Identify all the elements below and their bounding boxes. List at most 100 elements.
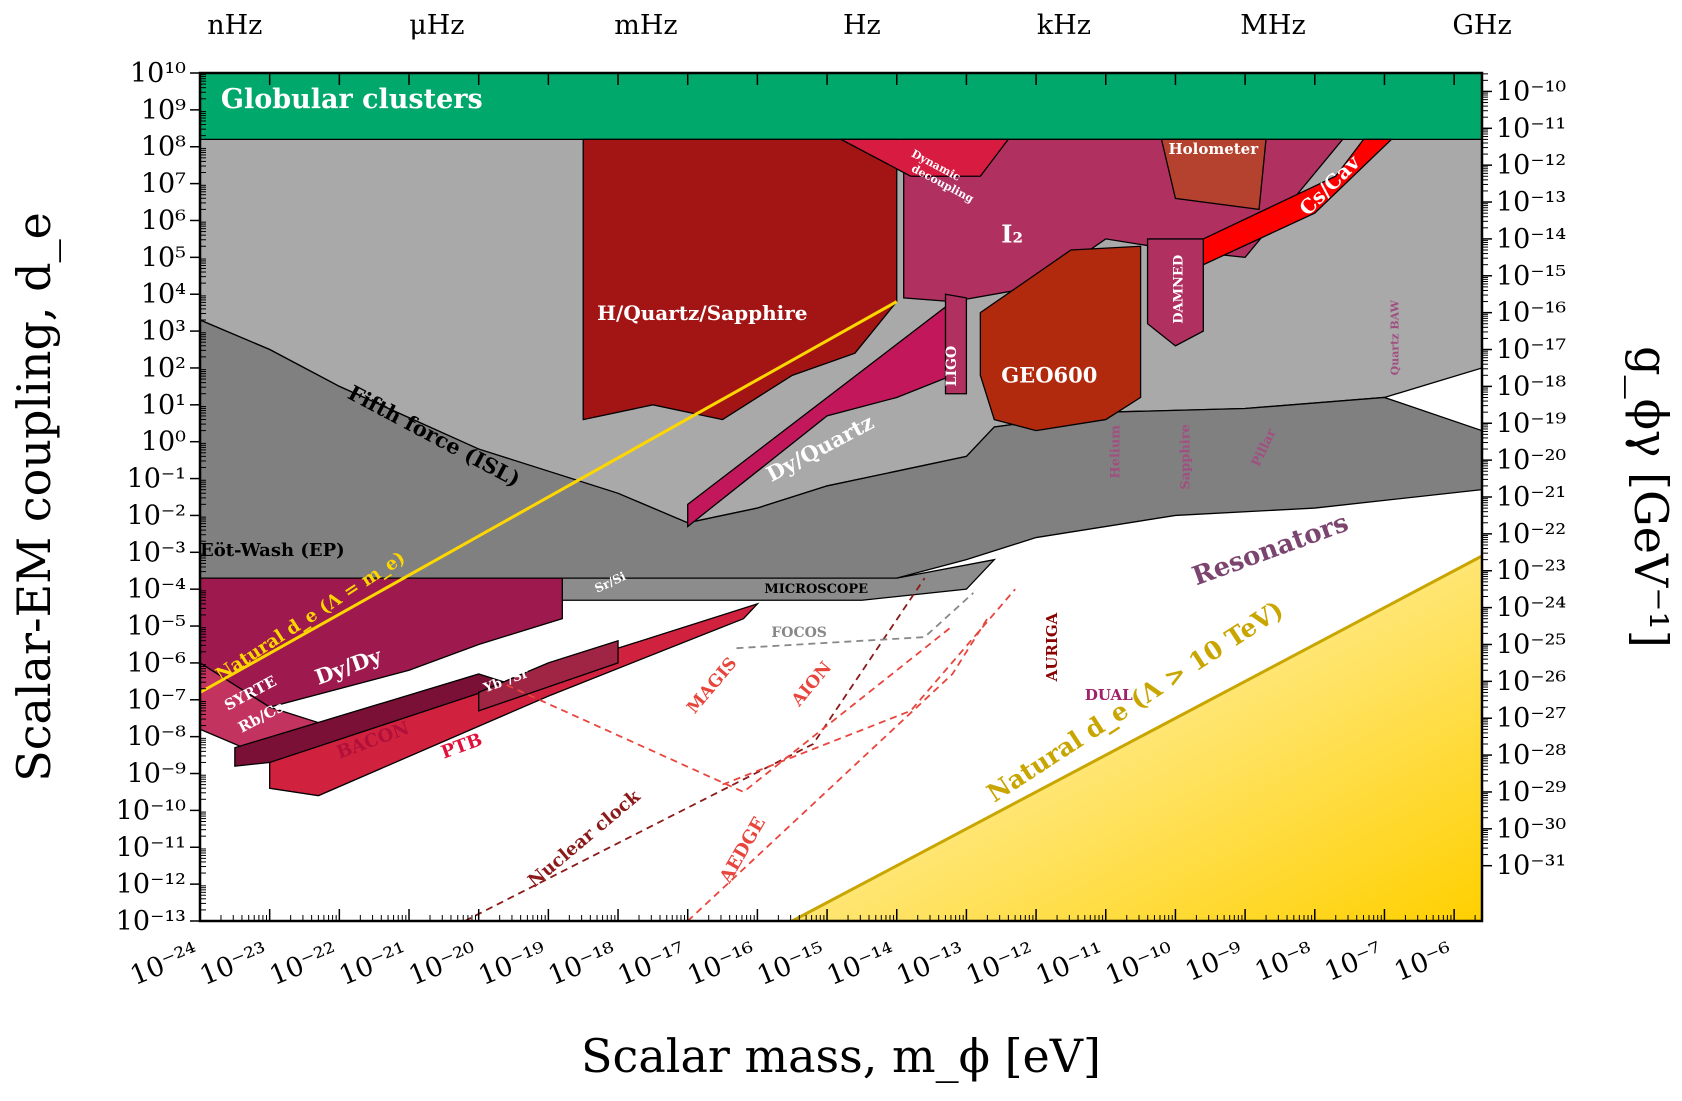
y2-tick-label: 10⁻¹² [1496,150,1566,181]
freq-label-hz: Hz [843,10,881,41]
x-tick-label: 10⁻¹² [962,937,1039,992]
y-tick-label: 10⁴ [141,279,186,310]
x-tick-label: 10⁻¹⁷ [614,937,691,992]
label-i: I₂ [1001,220,1023,249]
x-tick-label: 10⁻¹⁴ [823,937,900,992]
x-tick-label: 10⁻¹³ [892,937,969,992]
y2-tick-label: 10⁻²⁶ [1496,666,1566,697]
label-damned: DAMNED [1171,255,1186,324]
lines-layer [200,300,1482,921]
label-dual: DUAL [1085,686,1133,704]
y-tick-label: 10⁷ [141,169,186,200]
freq-label-ghz: GHz [1452,10,1511,41]
x-tick-label: 10⁻⁸ [1251,937,1318,988]
y2-tick-label: 10⁻²² [1496,519,1566,550]
y-tick-label: 10⁻³ [127,537,186,568]
y2-tick-label: 10⁻²⁸ [1496,740,1566,771]
x-tick-label: 10⁻⁷ [1320,937,1387,988]
y-tick-label: 10¹⁰ [130,58,186,89]
label-sapphire: Sapphire [1178,424,1193,490]
x-tick-label: 10⁻²⁴ [126,937,203,992]
label-h-quartz-sapphire: H/Quartz/Sapphire [597,301,807,325]
y-tick-label: 10⁻⁶ [127,648,187,679]
line-aedge [687,618,989,921]
y-tick-label: 10⁰ [141,427,186,458]
region-damned [1146,238,1204,347]
label-e-t-wash-ep: Eöt-Wash (EP) [200,540,345,561]
y-tick-label: 10² [141,353,186,384]
region-holometer [1160,138,1267,211]
y2-tick-label: 10⁻²⁴ [1496,593,1566,624]
y2-tick-label: 10⁻¹⁵ [1496,261,1566,292]
x-tick-label: 10⁻¹⁰ [1101,937,1178,992]
y-tick-label: 10⁻¹² [116,869,186,900]
region-ligo [944,293,968,395]
y-tick-label: 10⁻¹¹ [116,832,186,863]
freq-label-mhz: MHz [1240,10,1305,41]
y-tick-label: 10⁻⁸ [127,722,187,753]
label-helium: Helium [1109,425,1124,479]
x-tick-label: 10⁻¹⁸ [544,937,621,992]
y-tick-label: 10⁹ [141,95,186,126]
y2-tick-label: 10⁻³¹ [1496,851,1566,882]
y2-axis-title: g_ϕγ [GeV⁻¹] [1624,346,1678,648]
region-h-quartz-sapphire [582,138,898,421]
y-tick-label: 10¹ [141,390,186,421]
y-tick-label: 10⁻⁵ [127,611,186,642]
x-tick-label: 10⁻⁶ [1390,937,1457,988]
y2-tick-label: 10⁻²¹ [1496,482,1566,513]
label-microscope: MICROSCOPE [764,582,868,597]
line-focos [736,592,974,650]
regions-layer [200,73,1482,921]
region-yb-sr [478,639,619,712]
y-tick-label: 10⁻¹⁰ [116,795,186,826]
y-tick-label: 10⁻⁹ [127,759,187,790]
line-nuclear-clock [464,577,926,921]
freq-label-mhz: mHz [614,10,677,41]
freq-label-khz: kHz [1037,10,1091,41]
label-quartz-baw: Quartz BAW [1388,299,1401,375]
x-tick-label: 10⁻²¹ [335,937,412,992]
y2-tick-label: 10⁻¹⁹ [1496,408,1566,439]
line-natural-d-e-m-e [200,300,898,694]
x-tick-label: 10⁻¹⁵ [753,937,830,992]
label-geo600: GEO600 [1001,363,1097,388]
region-dynamic-decoupling [840,138,1010,177]
y2-tick-label: 10⁻¹⁴ [1496,224,1566,255]
y-tick-label: 10⁵ [141,242,186,273]
y2-tick-label: 10⁻²⁷ [1496,703,1566,734]
y2-tick-label: 10⁻¹³ [1496,187,1566,218]
y-tick-label: 10⁻² [127,500,186,531]
y-tick-label: 10⁻¹³ [116,906,186,937]
y-axis-title: Scalar-EM coupling, d_e [7,212,61,782]
y-tick-label: 10⁻⁷ [127,685,187,716]
x-tick-label: 10⁻¹¹ [1032,937,1109,992]
label-holometer: Holometer [1168,140,1259,158]
x-tick-label: 10⁻¹⁹ [474,937,551,992]
y-tick-label: 10⁶ [141,205,186,236]
x-tick-label: 10⁻²² [265,937,342,992]
x-tick-label: 10⁻⁹ [1181,937,1248,988]
y2-tick-label: 10⁻¹¹ [1496,113,1566,144]
label-ligo: LIGO [944,346,960,387]
y2-tick-label: 10⁻¹⁶ [1496,298,1566,329]
label-globular-clusters: Globular clusters [221,84,483,115]
line-magis [506,625,954,794]
region-globular-clusters [200,73,1482,141]
line-natural-d-e-10-tev [791,554,1482,921]
y2-tick-label: 10⁻¹⁸ [1496,371,1566,402]
freq-label-hz: μHz [409,10,464,41]
freq-label-nhz: nHz [207,10,262,41]
y2-tick-label: 10⁻²⁹ [1496,777,1566,808]
y-tick-label: 10⁻¹ [127,464,186,495]
plot-area [200,73,1482,921]
y2-tick-label: 10⁻¹⁰ [1496,76,1566,107]
y2-tick-label: 10⁻¹⁷ [1496,335,1566,366]
x-tick-label: 10⁻²³ [196,937,273,992]
x-axis-title: Scalar mass, m_ϕ [eV] [581,1029,1101,1083]
y-tick-label: 10⁸ [141,132,186,163]
y2-tick-label: 10⁻³⁰ [1496,814,1566,845]
y2-tick-label: 10⁻²⁵ [1496,629,1566,660]
x-tick-label: 10⁻²⁰ [405,937,482,992]
